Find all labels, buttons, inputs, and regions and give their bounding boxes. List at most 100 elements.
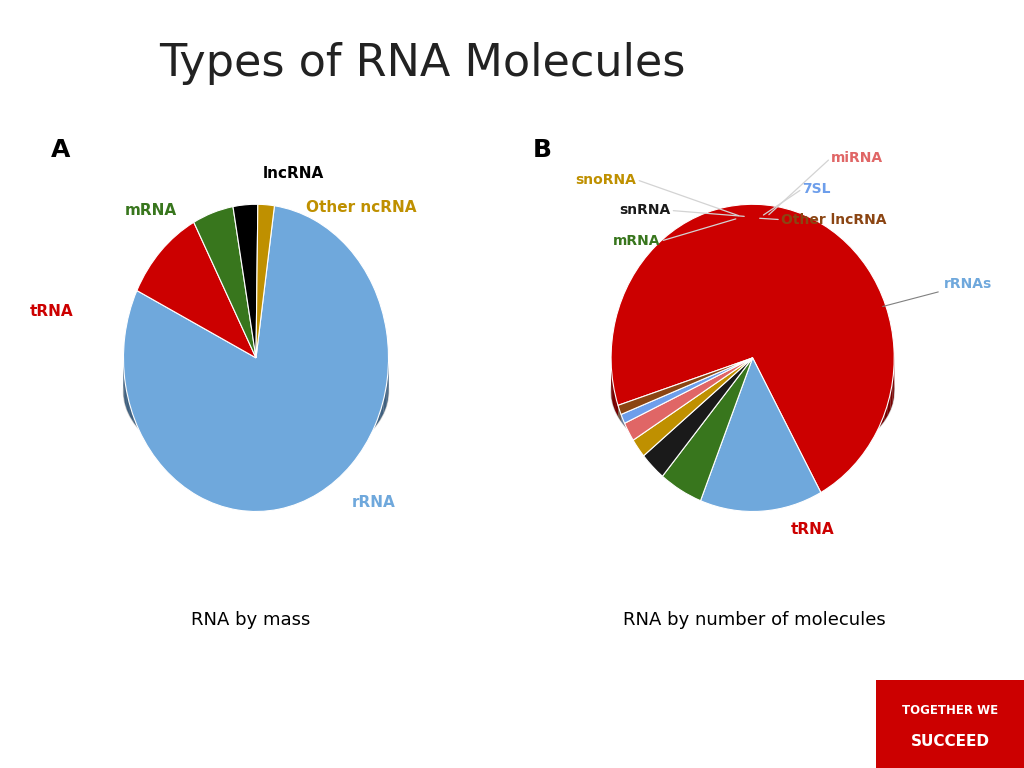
Polygon shape [743,438,745,472]
Wedge shape [256,204,274,358]
Polygon shape [874,393,880,432]
Polygon shape [324,423,333,461]
Polygon shape [365,398,371,438]
Text: rRNA: rRNA [351,495,395,510]
Polygon shape [214,434,225,469]
Wedge shape [233,204,258,358]
Polygon shape [180,292,181,326]
Polygon shape [790,435,792,468]
Polygon shape [838,294,846,332]
Polygon shape [721,435,723,470]
Polygon shape [611,346,612,386]
Polygon shape [134,389,138,429]
Text: snRNA: snRNA [620,204,671,217]
Polygon shape [173,295,174,329]
Polygon shape [191,288,193,322]
Polygon shape [376,386,380,426]
Text: snoRNA: snoRNA [575,173,637,187]
Polygon shape [830,421,839,458]
Text: RNA by mass: RNA by mass [191,611,310,628]
Polygon shape [170,296,172,331]
Polygon shape [169,297,170,331]
Polygon shape [373,320,378,360]
Polygon shape [126,336,129,376]
Polygon shape [839,417,847,455]
Polygon shape [303,430,313,466]
Polygon shape [868,399,874,437]
Text: SUCCEED: SUCCEED [910,734,990,749]
Polygon shape [193,287,194,322]
Polygon shape [828,290,838,328]
Polygon shape [371,392,376,432]
Polygon shape [746,278,757,312]
Wedge shape [611,204,894,492]
Polygon shape [151,406,158,445]
Polygon shape [785,435,787,469]
Polygon shape [204,432,214,468]
Polygon shape [778,280,790,315]
Polygon shape [178,293,179,327]
Polygon shape [194,429,204,465]
Polygon shape [684,285,694,322]
Polygon shape [819,428,821,462]
Polygon shape [179,293,180,326]
Polygon shape [703,281,714,316]
Polygon shape [387,346,388,386]
Wedge shape [137,222,256,358]
Polygon shape [884,328,888,367]
Polygon shape [327,290,336,328]
Polygon shape [183,291,184,325]
Wedge shape [700,358,821,511]
Polygon shape [709,434,711,468]
Polygon shape [862,403,868,442]
Polygon shape [800,433,802,467]
Polygon shape [190,288,191,323]
Polygon shape [626,317,631,357]
Polygon shape [657,295,666,333]
Polygon shape [802,432,804,467]
Polygon shape [237,437,248,472]
Polygon shape [165,300,166,333]
Polygon shape [769,437,771,471]
Text: tRNA: tRNA [791,522,834,538]
Polygon shape [130,382,134,422]
Polygon shape [367,314,373,354]
Polygon shape [705,433,707,467]
Polygon shape [811,430,813,465]
Polygon shape [360,309,367,348]
Polygon shape [380,379,384,419]
Polygon shape [259,437,270,472]
Wedge shape [124,206,388,511]
Wedge shape [194,207,256,358]
Polygon shape [124,312,388,472]
Polygon shape [855,409,862,447]
Polygon shape [868,312,873,350]
Polygon shape [384,372,386,413]
Text: miRNA: miRNA [830,151,883,165]
Polygon shape [166,416,175,455]
Polygon shape [176,293,177,328]
Polygon shape [350,409,357,448]
Polygon shape [806,432,808,465]
Polygon shape [741,438,743,472]
Text: mRNA: mRNA [124,203,176,218]
Polygon shape [177,293,178,327]
Polygon shape [700,432,702,466]
Polygon shape [790,281,800,316]
Text: RNA by number of molecules: RNA by number of molecules [624,611,886,628]
Polygon shape [715,435,717,469]
Polygon shape [174,295,175,329]
Polygon shape [184,290,185,325]
Polygon shape [168,297,169,332]
Polygon shape [739,438,741,472]
Polygon shape [313,427,324,464]
Polygon shape [132,323,137,363]
Polygon shape [615,376,618,416]
Polygon shape [675,288,684,325]
Polygon shape [800,283,810,319]
Polygon shape [385,339,387,379]
Polygon shape [796,434,798,468]
Polygon shape [752,438,754,472]
Text: B: B [534,138,552,162]
Polygon shape [270,436,282,471]
